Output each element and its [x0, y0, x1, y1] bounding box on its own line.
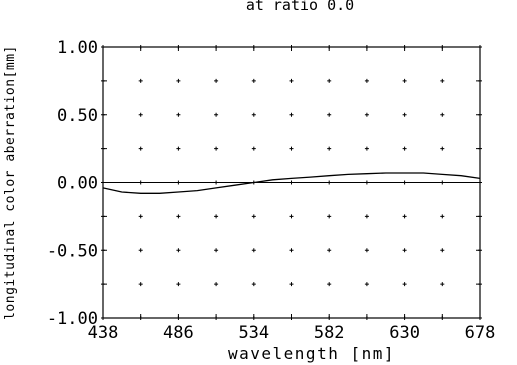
grid-mark — [138, 282, 143, 287]
grid-mark — [176, 112, 181, 117]
grid-mark — [251, 112, 256, 117]
x-tick-label: 486 — [163, 323, 194, 343]
grid-mark — [289, 282, 294, 287]
grid-mark — [440, 214, 445, 219]
grid-mark — [251, 282, 256, 287]
x-tick-label: 630 — [389, 323, 420, 343]
grid-mark — [138, 214, 143, 219]
grid-mark — [289, 214, 294, 219]
y-tick-label: -0.50 — [47, 241, 98, 261]
y-tick-label: 0.50 — [57, 106, 98, 126]
x-tick-label: 678 — [465, 323, 496, 343]
grid-mark — [402, 248, 407, 253]
grid-mark — [440, 78, 445, 83]
grid-mark — [214, 248, 219, 253]
grid-mark — [138, 146, 143, 151]
y-tick-labels: 1.00 0.50 0.00 -0.50 -1.00 — [47, 38, 98, 329]
grid-mark — [289, 112, 294, 117]
grid-mark — [364, 214, 369, 219]
grid-mark — [327, 78, 332, 83]
y-tick-label: 0.00 — [57, 174, 98, 194]
grid-mark — [251, 146, 256, 151]
grid-mark — [327, 112, 332, 117]
grid-mark — [402, 146, 407, 151]
grid-mark — [364, 282, 369, 287]
axis-ticks — [102, 46, 481, 319]
series-line — [102, 172, 481, 194]
grid-mark — [327, 248, 332, 253]
grid-mark — [440, 248, 445, 253]
y-tick-label: 1.00 — [57, 38, 98, 58]
grid-mark — [214, 214, 219, 219]
grid-mark — [176, 214, 181, 219]
grid-mark — [440, 146, 445, 151]
grid-mark — [138, 78, 143, 83]
grid-mark — [289, 78, 294, 83]
grid-mark — [364, 78, 369, 83]
y-axis-label: longitudinal color aberration[mm] — [3, 45, 18, 320]
grid-mark — [251, 78, 256, 83]
grid-mark — [176, 282, 181, 287]
grid-mark — [327, 146, 332, 151]
x-tick-label: 582 — [314, 323, 345, 343]
grid-mark — [176, 248, 181, 253]
grid-mark — [214, 78, 219, 83]
grid-mark — [402, 214, 407, 219]
grid-mark — [327, 282, 332, 287]
x-tick-label: 534 — [238, 323, 269, 343]
grid-mark — [214, 282, 219, 287]
grid-mark — [364, 146, 369, 151]
grid-mark — [289, 248, 294, 253]
grid-mark — [176, 146, 181, 151]
grid-mark — [402, 78, 407, 83]
grid-mark — [440, 282, 445, 287]
y-tick-label: -1.00 — [47, 309, 98, 329]
grid-mark — [402, 282, 407, 287]
grid-mark — [327, 214, 332, 219]
grid-mark — [214, 112, 219, 117]
grid-mark — [138, 112, 143, 117]
x-axis-label: wavelength [nm] — [228, 344, 395, 363]
grid-mark — [176, 78, 181, 83]
grid-mark — [138, 248, 143, 253]
x-tick-labels: 438 486 534 582 630 678 — [88, 323, 496, 343]
grid-mark — [402, 112, 407, 117]
grid-mark — [251, 248, 256, 253]
grid-mark — [251, 214, 256, 219]
grid-mark — [214, 146, 219, 151]
grid-mark — [289, 146, 294, 151]
grid-mark — [440, 112, 445, 117]
x-tick-label: 438 — [88, 323, 119, 343]
grid-mark — [364, 248, 369, 253]
grid-mark — [364, 112, 369, 117]
chart-title: at ratio 0.0 — [246, 0, 354, 14]
